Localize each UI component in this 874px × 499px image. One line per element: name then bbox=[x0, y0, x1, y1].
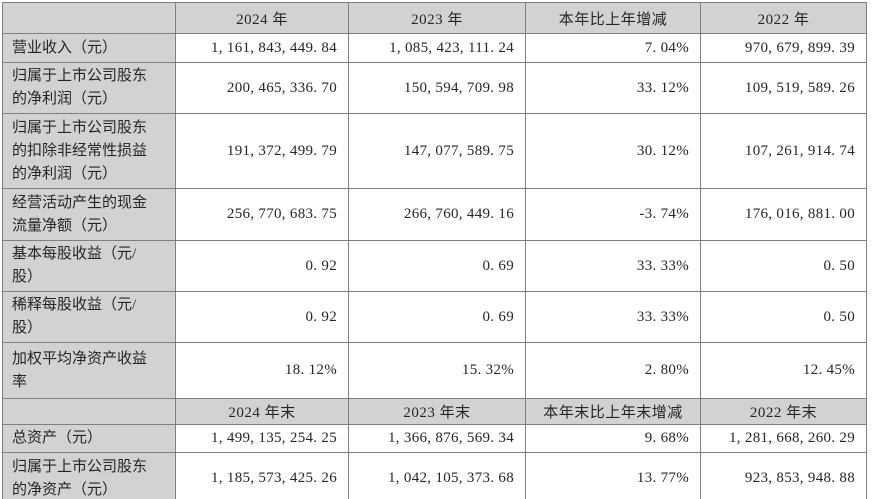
value-cell: 1, 042, 105, 373. 68 bbox=[348, 452, 526, 499]
value-cell: 33. 33% bbox=[525, 291, 701, 343]
value-cell: 107, 261, 914. 74 bbox=[700, 113, 867, 189]
value-cell: 1, 085, 423, 111. 24 bbox=[348, 33, 526, 63]
row-label: 经营活动产生的现金 流量净额（元） bbox=[2, 188, 176, 241]
value-cell: 147, 077, 589. 75 bbox=[348, 113, 526, 189]
value-cell: 13. 77% bbox=[525, 452, 701, 499]
value-cell: 0. 69 bbox=[348, 240, 526, 292]
value-cell: 923, 853, 948. 88 bbox=[700, 452, 867, 499]
value-cell: 15. 32% bbox=[348, 342, 526, 399]
table-row-net-profit-excl-nonrecurring: 归属于上市公司股东 的扣除非经常性损益 的净利润（元） 191, 372, 49… bbox=[2, 113, 867, 189]
row-label: 稀释每股收益（元/ 股） bbox=[2, 291, 176, 343]
column-header-2023: 2023 年 bbox=[348, 2, 526, 34]
value-cell: 0. 50 bbox=[700, 240, 867, 292]
row-label: 总资产（元） bbox=[2, 424, 176, 453]
table-header-row-year-end: 2024 年末 2023 年末 本年末比上年末增减 2022 年末 bbox=[2, 398, 867, 425]
column-header-2024-end: 2024 年末 bbox=[175, 398, 349, 425]
value-cell: 0. 50 bbox=[700, 291, 867, 343]
value-cell: 0. 92 bbox=[175, 291, 349, 343]
row-label: 归属于上市公司股东 的扣除非经常性损益 的净利润（元） bbox=[2, 113, 176, 189]
value-cell: 18. 12% bbox=[175, 342, 349, 399]
value-cell: 1, 281, 668, 260. 29 bbox=[700, 424, 867, 453]
table-row-diluted-eps: 稀释每股收益（元/ 股） 0. 92 0. 69 33. 33% 0. 50 bbox=[2, 291, 867, 343]
column-header-2022: 2022 年 bbox=[700, 2, 867, 34]
value-cell: 200, 465, 336. 70 bbox=[175, 62, 349, 114]
value-cell: 1, 366, 876, 569. 34 bbox=[348, 424, 526, 453]
corner-cell bbox=[2, 2, 176, 34]
value-cell: 9. 68% bbox=[525, 424, 701, 453]
value-cell: 191, 372, 499. 79 bbox=[175, 113, 349, 189]
value-cell: 0. 92 bbox=[175, 240, 349, 292]
value-cell: 30. 12% bbox=[525, 113, 701, 189]
value-cell: 12. 45% bbox=[700, 342, 867, 399]
column-header-yoy-change: 本年比上年增减 bbox=[525, 2, 701, 34]
row-label: 加权平均净资产收益 率 bbox=[2, 342, 176, 399]
row-label: 归属于上市公司股东 的净利润（元） bbox=[2, 62, 176, 114]
table-row-weighted-avg-roe: 加权平均净资产收益 率 18. 12% 15. 32% 2. 80% 12. 4… bbox=[2, 342, 867, 399]
row-label: 基本每股收益（元/ 股） bbox=[2, 240, 176, 292]
value-cell: 176, 016, 881. 00 bbox=[700, 188, 867, 241]
value-cell: 256, 770, 683. 75 bbox=[175, 188, 349, 241]
value-cell: 0. 69 bbox=[348, 291, 526, 343]
value-cell: 970, 679, 899. 39 bbox=[700, 33, 867, 63]
column-header-2022-end: 2022 年末 bbox=[700, 398, 867, 425]
table-row-total-assets: 总资产（元） 1, 499, 135, 254. 25 1, 366, 876,… bbox=[2, 424, 867, 453]
value-cell: 109, 519, 589. 26 bbox=[700, 62, 867, 114]
table-row-net-assets: 归属于上市公司股东 的净资产（元） 1, 185, 573, 425. 26 1… bbox=[2, 452, 867, 499]
value-cell: 33. 12% bbox=[525, 62, 701, 114]
corner-cell bbox=[2, 398, 176, 425]
value-cell: 150, 594, 709. 98 bbox=[348, 62, 526, 114]
column-header-2023-end: 2023 年末 bbox=[348, 398, 526, 425]
table-row-basic-eps: 基本每股收益（元/ 股） 0. 92 0. 69 33. 33% 0. 50 bbox=[2, 240, 867, 292]
value-cell: -3. 74% bbox=[525, 188, 701, 241]
value-cell: 1, 185, 573, 425. 26 bbox=[175, 452, 349, 499]
row-label: 营业收入（元） bbox=[2, 33, 176, 63]
value-cell: 2. 80% bbox=[525, 342, 701, 399]
table-row-operating-cash-flow: 经营活动产生的现金 流量净额（元） 256, 770, 683. 75 266,… bbox=[2, 188, 867, 241]
table-header-row-annual: 2024 年 2023 年 本年比上年增减 2022 年 bbox=[2, 2, 867, 34]
value-cell: 33. 33% bbox=[525, 240, 701, 292]
value-cell: 7. 04% bbox=[525, 33, 701, 63]
value-cell: 266, 760, 449. 16 bbox=[348, 188, 526, 241]
value-cell: 1, 499, 135, 254. 25 bbox=[175, 424, 349, 453]
value-cell: 1, 161, 843, 449. 84 bbox=[175, 33, 349, 63]
column-header-2024: 2024 年 bbox=[175, 2, 349, 34]
row-label: 归属于上市公司股东 的净资产（元） bbox=[2, 452, 176, 499]
column-header-yoy-end-change: 本年末比上年末增减 bbox=[525, 398, 701, 425]
table-row-net-profit: 归属于上市公司股东 的净利润（元） 200, 465, 336. 70 150,… bbox=[2, 62, 867, 114]
table-row-revenue: 营业收入（元） 1, 161, 843, 449. 84 1, 085, 423… bbox=[2, 33, 867, 63]
